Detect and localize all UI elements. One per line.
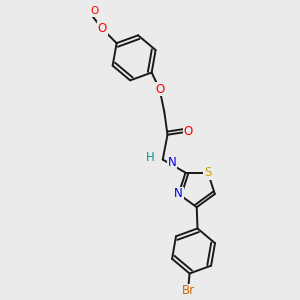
Text: O: O xyxy=(184,125,193,138)
Text: O: O xyxy=(98,22,107,35)
Text: O: O xyxy=(90,6,98,16)
Text: N: N xyxy=(174,188,183,200)
Text: N: N xyxy=(167,156,176,169)
Text: O: O xyxy=(155,82,164,95)
Text: S: S xyxy=(204,166,211,179)
Text: H: H xyxy=(146,152,155,164)
Text: Br: Br xyxy=(182,284,195,298)
